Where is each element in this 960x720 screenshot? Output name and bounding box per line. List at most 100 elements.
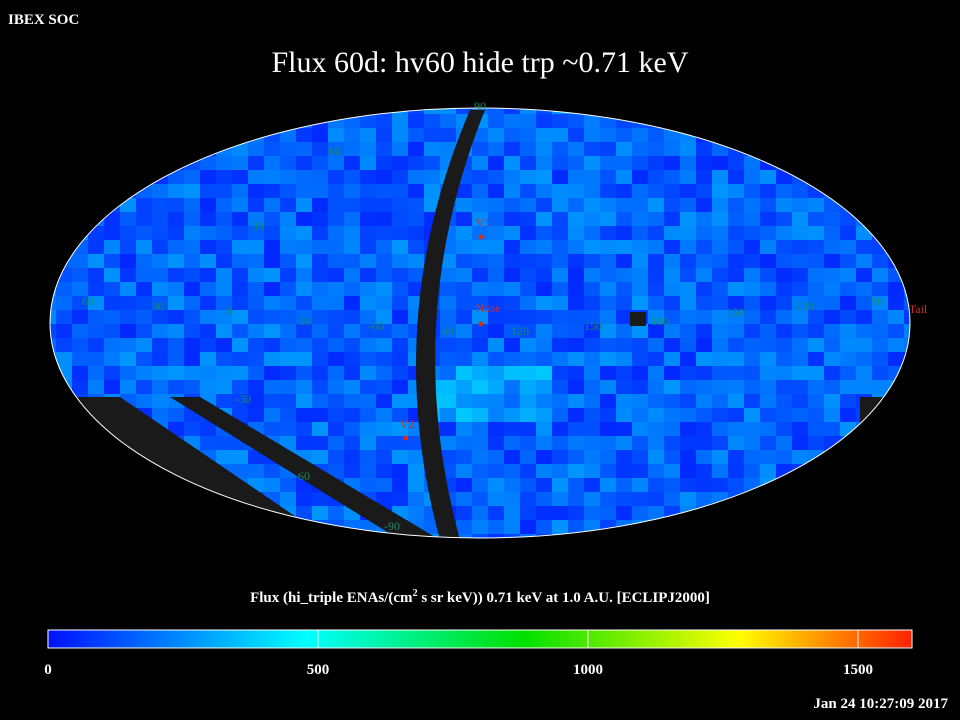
map-pixel	[50, 380, 56, 394]
map-pixel	[888, 282, 904, 296]
map-pixel	[840, 506, 856, 520]
map-pixel	[232, 240, 248, 254]
map-pixel	[600, 534, 616, 538]
map-pixel	[760, 198, 776, 212]
map-pixel	[376, 436, 392, 450]
map-pixel	[904, 296, 910, 310]
map-pixel	[184, 226, 200, 240]
map-pixel	[504, 338, 520, 352]
map-pixel	[50, 408, 56, 422]
map-pixel	[312, 492, 328, 506]
map-pixel	[312, 394, 328, 408]
map-pixel	[296, 254, 312, 268]
map-pixel	[744, 184, 760, 198]
map-pixel	[376, 212, 392, 226]
map-pixel	[632, 254, 648, 268]
map-pixel	[872, 436, 888, 450]
map-pixel	[808, 226, 824, 240]
map-pixel	[664, 478, 680, 492]
map-pixel	[168, 296, 184, 310]
grid-label: 60	[329, 144, 341, 158]
map-pixel	[536, 408, 552, 422]
map-pixel	[184, 310, 200, 324]
map-pixel	[200, 156, 216, 170]
map-pixel	[808, 338, 824, 352]
map-pixel	[280, 240, 296, 254]
map-pixel	[920, 478, 936, 492]
map-pixel	[232, 198, 248, 212]
map-pixel	[50, 254, 56, 268]
map-pixel	[600, 506, 616, 520]
grid-label: 90	[474, 99, 486, 113]
map-pixel	[232, 114, 248, 128]
map-pixel	[392, 534, 408, 538]
map-pixel	[56, 422, 72, 436]
map-pixel	[872, 282, 888, 296]
map-pixel	[184, 282, 200, 296]
map-pixel	[904, 310, 910, 324]
map-pixel	[536, 198, 552, 212]
map-pixel	[72, 310, 88, 324]
map-pixel	[152, 520, 168, 534]
map-pixel	[824, 254, 840, 268]
map-pixel	[200, 226, 216, 240]
map-pixel	[584, 408, 600, 422]
map-pixel	[232, 282, 248, 296]
map-pixel	[248, 198, 264, 212]
map-pixel	[728, 108, 744, 114]
map-pixel	[744, 338, 760, 352]
map-pixel	[536, 296, 552, 310]
map-pixel	[808, 184, 824, 198]
map-pixel	[344, 184, 360, 198]
map-pixel	[152, 254, 168, 268]
map-pixel	[888, 310, 904, 324]
map-pixel	[376, 170, 392, 184]
map-pixel	[136, 156, 152, 170]
map-pixel	[712, 310, 728, 324]
map-pixel	[472, 268, 488, 282]
map-pixel	[632, 436, 648, 450]
map-pixel	[328, 282, 344, 296]
map-pixel	[888, 352, 904, 366]
map-pixel	[488, 520, 504, 534]
map-pixel	[808, 436, 824, 450]
map-pixel	[184, 240, 200, 254]
map-pixel	[712, 198, 728, 212]
map-pixel	[920, 492, 936, 506]
map-pixel	[616, 534, 632, 538]
map-pixel	[136, 170, 152, 184]
map-pixel	[472, 366, 488, 380]
map-pixel	[616, 170, 632, 184]
map-pixel	[856, 366, 872, 380]
map-pixel	[920, 212, 936, 226]
map-pixel	[248, 254, 264, 268]
map-pixel	[520, 394, 536, 408]
map-pixel	[296, 394, 312, 408]
map-pixel	[840, 184, 856, 198]
map-pixel	[296, 240, 312, 254]
map-pixel	[200, 170, 216, 184]
map-pixel	[728, 422, 744, 436]
map-pixel	[168, 198, 184, 212]
map-pixel	[104, 534, 120, 538]
map-pixel	[504, 128, 520, 142]
map-pixel	[568, 184, 584, 198]
map-pixel	[840, 114, 856, 128]
map-pixel	[152, 506, 168, 520]
map-pixel	[488, 108, 504, 114]
map-pixel	[376, 394, 392, 408]
map-pixel	[840, 212, 856, 226]
map-pixel	[120, 338, 136, 352]
map-pixel	[904, 506, 910, 520]
map-pixel	[232, 212, 248, 226]
map-pixel	[360, 450, 376, 464]
map-pixel	[568, 156, 584, 170]
map-pixel	[72, 450, 88, 464]
map-pixel	[50, 198, 56, 212]
map-pixel	[728, 156, 744, 170]
map-pixel	[536, 338, 552, 352]
map-pixel	[424, 170, 440, 184]
map-pixel	[712, 226, 728, 240]
map-pixel	[648, 492, 664, 506]
map-pixel	[136, 464, 152, 478]
